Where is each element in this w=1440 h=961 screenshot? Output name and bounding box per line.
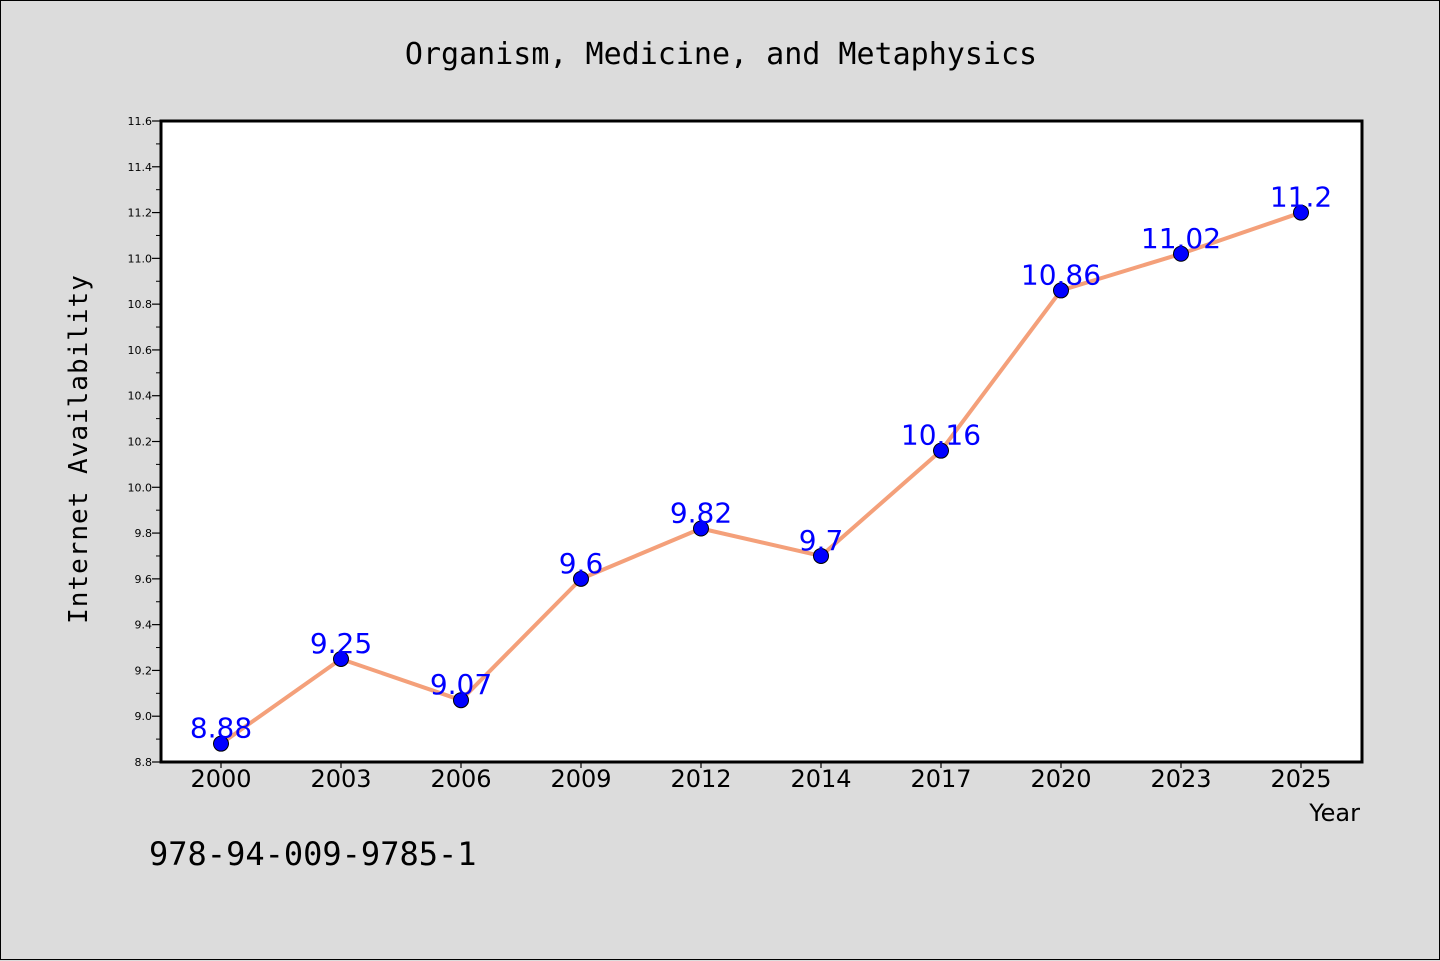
data-label: 9.07 [430, 668, 492, 701]
data-point-marker [693, 520, 709, 537]
data-labels: 8.88 9.25 9.07 9.6 9.82 9.7 10.16 10.86 11.02 11.… [190, 181, 1332, 745]
data-label: 11.2 [1270, 181, 1332, 214]
x-tick-label: 2012 [670, 765, 731, 793]
y-tick-label: 10.2 [128, 436, 153, 449]
data-point-marker [453, 692, 469, 709]
y-axis-label: Internet Availability [64, 274, 94, 624]
plot-border [159, 119, 1364, 764]
y-axis-ticks: 8.8 9.0 9.2 9.4 9.6 9.8 10.0 10.2 10.4 10.6 10.8 11… [128, 115, 161, 769]
x-tick-label: 2025 [1270, 765, 1331, 793]
x-tick-label: 2023 [1150, 765, 1211, 793]
x-tick-label: 2009 [550, 765, 611, 793]
y-tick-label: 10.0 [128, 481, 153, 494]
data-label: 9.82 [670, 496, 732, 529]
x-axis-ticks: 2000 2003 2006 2009 2012 2014 2017 2020 2023 2025 [190, 762, 1332, 793]
y-tick-label: 11.0 [128, 252, 153, 265]
x-tick-label: 2003 [310, 765, 371, 793]
data-label: 11.02 [1141, 222, 1221, 255]
data-point-marker [333, 650, 349, 667]
data-point-marker [1293, 204, 1309, 221]
plot-area [161, 121, 1362, 762]
y-tick-label: 10.4 [128, 390, 153, 403]
y-tick-label: 9.4 [135, 619, 153, 632]
y-tick-label: 10.8 [128, 298, 153, 311]
x-tick-label: 2014 [790, 765, 851, 793]
y-tick-label: 11.4 [128, 161, 153, 174]
data-point-marker [213, 735, 229, 752]
data-point-marker [573, 570, 589, 587]
series-line [219, 210, 1303, 746]
chart-title: Organism, Medicine, and Metaphysics [405, 37, 1037, 72]
data-label: 9.7 [799, 524, 844, 557]
series-markers [213, 204, 1309, 752]
x-tick-label: 2017 [910, 765, 971, 793]
y-tick-label: 9.2 [135, 664, 153, 677]
data-point-marker [813, 547, 829, 564]
y-tick-label: 8.8 [135, 756, 153, 769]
data-point-marker [1173, 245, 1189, 262]
isbn-annotation: 978-94-009-9785-1 [149, 835, 477, 873]
y-tick-label: 11.6 [128, 115, 153, 128]
data-label: 10.16 [901, 419, 981, 452]
y-tick-label: 10.6 [128, 344, 153, 357]
data-label: 9.25 [310, 627, 372, 660]
y-tick-label: 9.6 [135, 573, 153, 586]
data-point-marker [933, 442, 949, 459]
x-tick-label: 2020 [1030, 765, 1091, 793]
data-point-marker [1053, 282, 1069, 299]
x-axis-label: Year [1308, 799, 1360, 827]
data-label: 8.88 [190, 712, 252, 745]
x-tick-label: 2000 [190, 765, 251, 793]
data-label: 9.6 [559, 547, 604, 580]
data-label: 10.86 [1021, 258, 1101, 291]
y-tick-label: 11.2 [128, 207, 153, 220]
y-tick-label: 9.8 [135, 527, 153, 540]
x-tick-label: 2006 [430, 765, 491, 793]
y-tick-label: 9.0 [135, 710, 153, 723]
